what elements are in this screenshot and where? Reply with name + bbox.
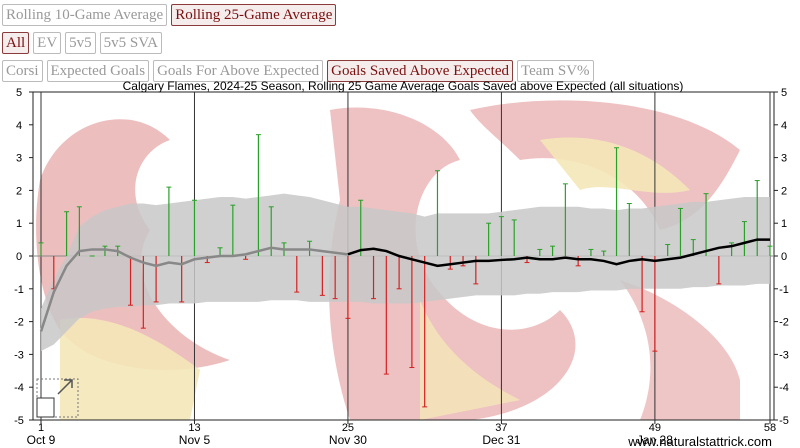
x-date-label: Jan 28 [637, 433, 673, 447]
corsi-button[interactable]: Corsi [2, 60, 43, 82]
y-tick-label: 5 [16, 87, 22, 99]
5v5-sva-button[interactable]: 5v5 SVA [99, 32, 162, 54]
y-tick-label: -1 [14, 284, 24, 296]
rolling-25-game-average-button[interactable]: Rolling 25-Game Average [171, 4, 337, 26]
y-tick-label: -4 [779, 382, 789, 394]
y-tick-label: 4 [781, 120, 787, 132]
rolling-10-game-average-button[interactable]: Rolling 10-Game Average [2, 4, 168, 26]
y-tick-label: -2 [14, 317, 24, 329]
zoom-control[interactable] [36, 378, 79, 418]
y-tick-label: -2 [779, 317, 789, 329]
site-watermark: www.naturalstattrick.com [627, 434, 772, 448]
y-tick-label: -5 [14, 415, 24, 427]
all-button[interactable]: All [2, 32, 30, 54]
logo-c-bottom [620, 280, 740, 420]
x-tick-label: 13 [188, 422, 200, 434]
x-date-label: Nov 5 [179, 433, 211, 447]
x-date-label: Oct 9 [27, 433, 56, 447]
y-tick-label: 1 [16, 218, 22, 230]
x-tick-label: 1 [38, 422, 44, 434]
y-tick-label: -1 [779, 284, 789, 296]
rolling-average-lines [39, 238, 770, 332]
logo-c-left [329, 107, 576, 420]
band-area [41, 193, 770, 352]
y-tick-label: 5 [781, 87, 787, 99]
y-tick-label: 0 [16, 251, 22, 263]
x-date-label: Nov 30 [329, 433, 367, 447]
rolling-line-early [39, 246, 349, 332]
x-tick-label: 49 [649, 422, 661, 434]
y-tick-label: 0 [781, 251, 787, 263]
y-tick-label: -4 [14, 382, 24, 394]
zoom-box[interactable] [36, 378, 79, 418]
metric-toggle-row: Corsi Expected Goals Goals For Above Expec… [2, 60, 594, 82]
y-tick-label: -3 [14, 349, 24, 361]
team-sv-button[interactable]: Team SV% [517, 60, 594, 82]
y-tick-label: 3 [781, 153, 787, 165]
x-tick-label: 58 [764, 422, 776, 434]
range-band [41, 193, 770, 352]
expected-goals-button[interactable]: Expected Goals [46, 60, 150, 82]
rolling-line-current [347, 238, 770, 268]
logo-flame-base [60, 318, 200, 420]
y-tick-label: -3 [779, 349, 789, 361]
y-tick-label: 1 [781, 218, 787, 230]
zoom-handle[interactable] [36, 397, 55, 418]
goals-saved-above-expected-button[interactable]: Goals Saved Above Expected [327, 60, 514, 82]
5v5-button[interactable]: 5v5 [65, 32, 96, 54]
y-tick-label: 2 [781, 185, 787, 197]
y-tick-label: 3 [16, 153, 22, 165]
y-axis: -5 -5 -4 -4 -3 -3 -2 -2 -1 -1 0 0 1 1 2 2 3 3 4 4 5 5 [14, 87, 789, 427]
chart-title: Calgary Flames, 2024-25 Season, Rolling … [123, 80, 684, 93]
y-tick-label: -5 [779, 415, 789, 427]
rolling-gsax-chart: -5 -5 -4 -4 -3 -3 -2 -2 -1 -1 0 0 1 1 2 2 3 3 4 4 5 5 1 13 25 37… [14, 80, 789, 448]
game-bars [38, 134, 773, 408]
ev-button[interactable]: EV [33, 32, 62, 54]
logo-c-inner [540, 137, 690, 193]
situation-toggle-row: All EV 5v5 5v5 SVA [2, 32, 162, 54]
expand-arrow-icon[interactable] [57, 379, 73, 395]
goals-for-above-expected-button[interactable]: Goals For Above Expected [153, 60, 324, 82]
window-toggle-row: Rolling 10-Game Average Rolling 25-Game A… [2, 4, 337, 26]
y-tick-label: 2 [16, 185, 22, 197]
x-tick-label: 37 [495, 422, 507, 434]
y-tick-label: 4 [16, 120, 22, 132]
x-date-label: Dec 31 [482, 433, 520, 447]
x-axis: 1 13 25 37 49 58 Oct 9 Nov 5 Nov 30 Dec 31 Jan 28 [27, 420, 776, 447]
x-tick-label: 25 [342, 422, 354, 434]
logo-tail [420, 300, 520, 420]
